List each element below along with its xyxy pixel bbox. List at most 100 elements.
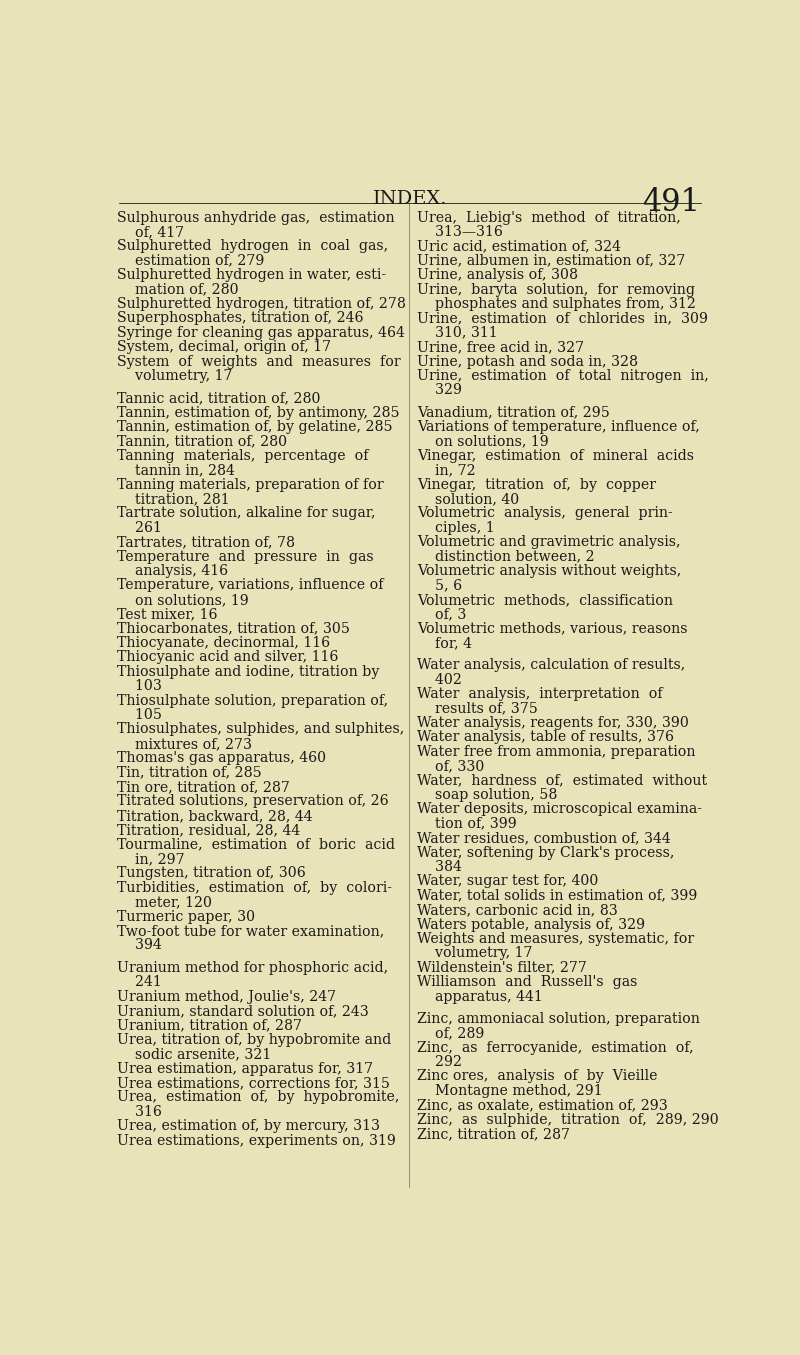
Text: Vinegar,  estimation  of  mineral  acids: Vinegar, estimation of mineral acids bbox=[418, 449, 694, 463]
Text: Zinc,  as  ferrocyanide,  estimation  of,: Zinc, as ferrocyanide, estimation of, bbox=[418, 1041, 694, 1054]
Text: System  of  weights  and  measures  for: System of weights and measures for bbox=[118, 355, 401, 369]
Text: volumetry, 17: volumetry, 17 bbox=[118, 369, 233, 383]
Text: Waters potable, analysis of, 329: Waters potable, analysis of, 329 bbox=[418, 917, 646, 932]
Text: Thiocyanic acid and silver, 116: Thiocyanic acid and silver, 116 bbox=[118, 650, 338, 664]
Text: Tin ore, titration of, 287: Tin ore, titration of, 287 bbox=[118, 780, 290, 794]
Text: 329: 329 bbox=[418, 383, 462, 397]
Text: 103: 103 bbox=[118, 679, 162, 694]
Text: Uranium method for phosphoric acid,: Uranium method for phosphoric acid, bbox=[118, 961, 389, 974]
Text: Urine,  estimation  of  total  nitrogen  in,: Urine, estimation of total nitrogen in, bbox=[418, 369, 709, 383]
Text: Sulphurous anhydride gas,  estimation: Sulphurous anhydride gas, estimation bbox=[118, 210, 395, 225]
Text: Two-foot tube for water examination,: Two-foot tube for water examination, bbox=[118, 924, 385, 938]
Text: 491: 491 bbox=[642, 187, 700, 218]
Text: Water, total solids in estimation of, 399: Water, total solids in estimation of, 39… bbox=[418, 889, 698, 902]
Text: Thiocyanate, decinormal, 116: Thiocyanate, decinormal, 116 bbox=[118, 635, 330, 650]
Text: Water residues, combustion of, 344: Water residues, combustion of, 344 bbox=[418, 831, 671, 846]
Text: results of, 375: results of, 375 bbox=[418, 702, 538, 715]
Text: Zinc, ammoniacal solution, preparation: Zinc, ammoniacal solution, preparation bbox=[418, 1012, 700, 1026]
Text: Volumetric  methods,  classification: Volumetric methods, classification bbox=[418, 593, 674, 607]
Text: Urea,  estimation  of,  by  hypobromite,: Urea, estimation of, by hypobromite, bbox=[118, 1091, 400, 1104]
Text: Water analysis, calculation of results,: Water analysis, calculation of results, bbox=[418, 659, 686, 672]
Text: Water analysis, table of results, 376: Water analysis, table of results, 376 bbox=[418, 730, 674, 744]
Text: Tartrate solution, alkaline for sugar,: Tartrate solution, alkaline for sugar, bbox=[118, 507, 376, 520]
Text: Temperature  and  pressure  in  gas: Temperature and pressure in gas bbox=[118, 550, 374, 564]
Text: Montagne method, 291: Montagne method, 291 bbox=[418, 1084, 603, 1098]
Text: Zinc, as oxalate, estimation of, 293: Zinc, as oxalate, estimation of, 293 bbox=[418, 1099, 668, 1112]
Text: Water  analysis,  interpretation  of: Water analysis, interpretation of bbox=[418, 687, 663, 701]
Text: Water deposits, microscopical examina-: Water deposits, microscopical examina- bbox=[418, 802, 702, 817]
Text: Urea,  Liebig's  method  of  titration,: Urea, Liebig's method of titration, bbox=[418, 210, 681, 225]
Text: Volumetric methods, various, reasons: Volumetric methods, various, reasons bbox=[418, 622, 688, 635]
Text: in, 72: in, 72 bbox=[418, 463, 476, 477]
Text: Water, sugar test for, 400: Water, sugar test for, 400 bbox=[418, 874, 599, 889]
Text: mixtures of, 273: mixtures of, 273 bbox=[118, 737, 252, 751]
Text: meter, 120: meter, 120 bbox=[118, 896, 212, 909]
Text: Urine, free acid in, 327: Urine, free acid in, 327 bbox=[418, 340, 585, 354]
Text: 384: 384 bbox=[418, 860, 462, 874]
Text: Urea estimations, experiments on, 319: Urea estimations, experiments on, 319 bbox=[118, 1134, 396, 1148]
Text: tion of, 399: tion of, 399 bbox=[418, 817, 517, 831]
Text: Uranium method, Joulie's, 247: Uranium method, Joulie's, 247 bbox=[118, 989, 337, 1004]
Text: Uric acid, estimation of, 324: Uric acid, estimation of, 324 bbox=[418, 240, 622, 253]
Text: 241: 241 bbox=[118, 976, 162, 989]
Text: Tartrates, titration of, 78: Tartrates, titration of, 78 bbox=[118, 535, 295, 549]
Text: solution, 40: solution, 40 bbox=[418, 492, 520, 507]
Text: Syringe for cleaning gas apparatus, 464: Syringe for cleaning gas apparatus, 464 bbox=[118, 325, 406, 340]
Text: mation of, 280: mation of, 280 bbox=[118, 283, 239, 297]
Text: of, 330: of, 330 bbox=[418, 759, 485, 774]
Text: Tungsten, titration of, 306: Tungsten, titration of, 306 bbox=[118, 866, 306, 881]
Text: phosphates and sulphates from, 312: phosphates and sulphates from, 312 bbox=[418, 297, 696, 312]
Text: Urea, estimation of, by mercury, 313: Urea, estimation of, by mercury, 313 bbox=[118, 1119, 380, 1133]
Text: Thiocarbonates, titration of, 305: Thiocarbonates, titration of, 305 bbox=[118, 622, 350, 635]
Text: Thomas's gas apparatus, 460: Thomas's gas apparatus, 460 bbox=[118, 751, 326, 766]
Text: in, 297: in, 297 bbox=[118, 852, 185, 866]
Text: Vinegar,  titration  of,  by  copper: Vinegar, titration of, by copper bbox=[418, 478, 657, 492]
Text: 316: 316 bbox=[118, 1104, 162, 1119]
Text: Variations of temperature, influence of,: Variations of temperature, influence of, bbox=[418, 420, 700, 434]
Text: Urine, potash and soda in, 328: Urine, potash and soda in, 328 bbox=[418, 355, 638, 369]
Text: Sulphuretted  hydrogen  in  coal  gas,: Sulphuretted hydrogen in coal gas, bbox=[118, 240, 389, 253]
Text: Urine, albumen in, estimation of, 327: Urine, albumen in, estimation of, 327 bbox=[418, 253, 686, 268]
Text: Sulphuretted hydrogen, titration of, 278: Sulphuretted hydrogen, titration of, 278 bbox=[118, 297, 406, 312]
Text: Urine,  baryta  solution,  for  removing: Urine, baryta solution, for removing bbox=[418, 283, 695, 297]
Text: Volumetric analysis without weights,: Volumetric analysis without weights, bbox=[418, 564, 682, 579]
Text: Williamson  and  Russell's  gas: Williamson and Russell's gas bbox=[418, 976, 638, 989]
Text: Turbidities,  estimation  of,  by  colori-: Turbidities, estimation of, by colori- bbox=[118, 881, 392, 894]
Text: titration, 281: titration, 281 bbox=[118, 492, 230, 507]
Text: Water analysis, reagents for, 330, 390: Water analysis, reagents for, 330, 390 bbox=[418, 715, 690, 730]
Text: analysis, 416: analysis, 416 bbox=[118, 564, 229, 579]
Text: Water, softening by Clark's process,: Water, softening by Clark's process, bbox=[418, 846, 675, 859]
Text: Urea estimations, corrections for, 315: Urea estimations, corrections for, 315 bbox=[118, 1076, 390, 1089]
Text: ciples, 1: ciples, 1 bbox=[418, 520, 495, 535]
Text: on solutions, 19: on solutions, 19 bbox=[418, 435, 549, 449]
Text: sodic arsenite, 321: sodic arsenite, 321 bbox=[118, 1047, 272, 1061]
Text: on solutions, 19: on solutions, 19 bbox=[118, 593, 249, 607]
Text: Thiosulphate solution, preparation of,: Thiosulphate solution, preparation of, bbox=[118, 694, 389, 707]
Text: Wildenstein's filter, 277: Wildenstein's filter, 277 bbox=[418, 961, 587, 974]
Text: Uranium, titration of, 287: Uranium, titration of, 287 bbox=[118, 1019, 302, 1033]
Text: of, 3: of, 3 bbox=[418, 607, 467, 622]
Text: estimation of, 279: estimation of, 279 bbox=[118, 253, 265, 268]
Text: 394: 394 bbox=[118, 939, 162, 953]
Text: Tannin, titration of, 280: Tannin, titration of, 280 bbox=[118, 435, 287, 449]
Text: Tannic acid, titration of, 280: Tannic acid, titration of, 280 bbox=[118, 392, 321, 405]
Text: Volumetric  analysis,  general  prin-: Volumetric analysis, general prin- bbox=[418, 507, 673, 520]
Text: Water free from ammonia, preparation: Water free from ammonia, preparation bbox=[418, 745, 696, 759]
Text: Tanning  materials,  percentage  of: Tanning materials, percentage of bbox=[118, 449, 369, 463]
Text: Turmeric paper, 30: Turmeric paper, 30 bbox=[118, 909, 255, 924]
Text: Sulphuretted hydrogen in water, esti-: Sulphuretted hydrogen in water, esti- bbox=[118, 268, 386, 282]
Text: Zinc,  as  sulphide,  titration  of,  289, 290: Zinc, as sulphide, titration of, 289, 29… bbox=[418, 1112, 719, 1127]
Text: distinction between, 2: distinction between, 2 bbox=[418, 550, 595, 564]
Text: System, decimal, origin of, 17: System, decimal, origin of, 17 bbox=[118, 340, 331, 354]
Text: for, 4: for, 4 bbox=[418, 635, 473, 650]
Text: apparatus, 441: apparatus, 441 bbox=[418, 989, 543, 1004]
Text: Zinc, titration of, 287: Zinc, titration of, 287 bbox=[418, 1127, 570, 1141]
Text: Uranium, standard solution of, 243: Uranium, standard solution of, 243 bbox=[118, 1004, 369, 1018]
Text: Titration, backward, 28, 44: Titration, backward, 28, 44 bbox=[118, 809, 313, 822]
Text: Temperature, variations, influence of: Temperature, variations, influence of bbox=[118, 579, 384, 592]
Text: Thiosulphate and iodine, titration by: Thiosulphate and iodine, titration by bbox=[118, 665, 380, 679]
Text: 313—316: 313—316 bbox=[418, 225, 503, 238]
Text: soap solution, 58: soap solution, 58 bbox=[418, 789, 558, 802]
Text: Zinc ores,  analysis  of  by  Vieille: Zinc ores, analysis of by Vieille bbox=[418, 1069, 658, 1084]
Text: Titration, residual, 28, 44: Titration, residual, 28, 44 bbox=[118, 824, 301, 837]
